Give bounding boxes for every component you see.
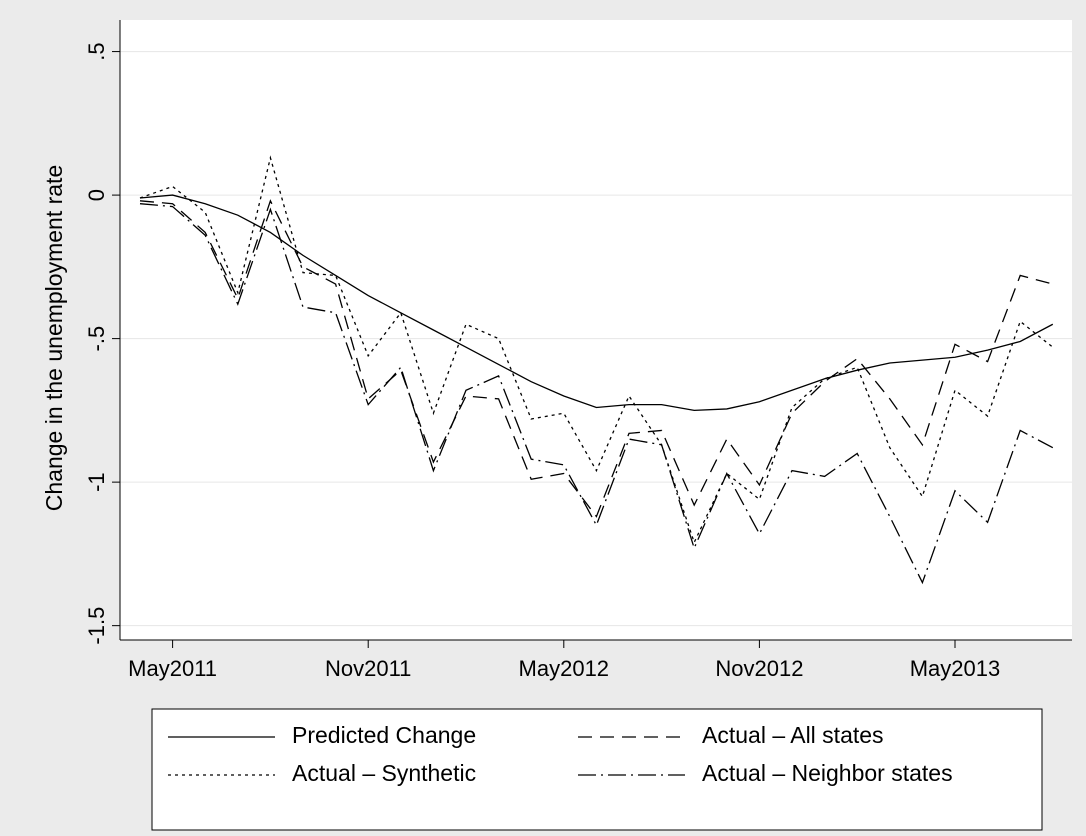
x-tick-label: Nov2011: [325, 656, 411, 681]
y-axis-title: Change in the unemployment rate: [41, 165, 67, 512]
y-tick-label: .5: [84, 42, 109, 60]
legend: [151, 708, 1043, 831]
y-tick-label: -.5: [84, 326, 109, 352]
x-tick-label: May2012: [519, 656, 610, 681]
x-tick-label: May2011: [128, 656, 217, 681]
legend-label: Predicted Change: [292, 722, 476, 748]
legend-label: Actual – All states: [702, 722, 884, 748]
legend-label: Actual – Synthetic: [292, 760, 476, 786]
series-line: [139, 194, 1054, 412]
plot-area: [120, 20, 1072, 640]
series-line: [139, 199, 1053, 518]
x-tick-label: May2013: [910, 656, 1001, 681]
series-line: [139, 155, 1054, 545]
y-tick-label: -1.5: [84, 607, 109, 645]
y-tick-label: -1: [84, 472, 109, 492]
legend-label: Actual – Neighbor states: [702, 760, 953, 786]
y-tick-label: 0: [84, 189, 109, 201]
x-tick-label: Nov2012: [715, 656, 803, 681]
